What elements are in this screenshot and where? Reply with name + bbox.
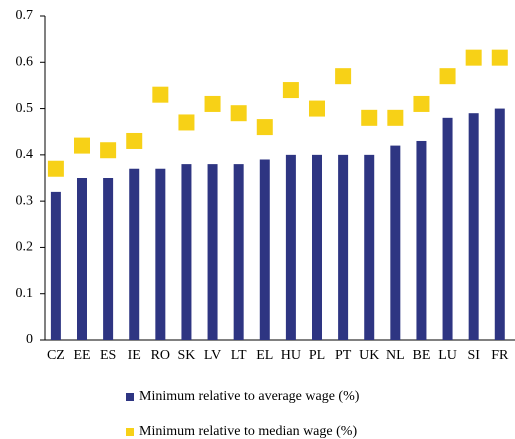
y-tick-label: 0.7: [16, 8, 34, 23]
bar: [442, 117, 453, 340]
square-marker: [152, 86, 169, 103]
y-tick-label: 0.1: [16, 286, 34, 301]
square-marker: [387, 109, 404, 126]
y-tick-label: 0.3: [16, 193, 34, 208]
square-marker: [100, 142, 117, 159]
bar: [364, 154, 375, 340]
y-tick-label: 0.4: [16, 147, 34, 162]
legend-swatch: [126, 428, 134, 436]
legend-swatch: [126, 393, 134, 401]
y-tick-label: 0.2: [16, 240, 34, 255]
square-marker: [361, 109, 378, 126]
bar: [77, 178, 87, 340]
bar: [103, 178, 114, 340]
square-marker: [413, 95, 430, 112]
square-marker: [491, 49, 508, 66]
square-marker: [204, 95, 221, 112]
bar: [50, 191, 61, 340]
x-tick-label: HU: [281, 348, 301, 363]
x-tick-label: PT: [335, 348, 352, 363]
bar: [207, 164, 218, 340]
square-marker: [465, 49, 482, 66]
bar: [285, 154, 296, 340]
x-tick-label: PL: [309, 348, 325, 363]
square-marker: [439, 68, 456, 85]
bar: [233, 164, 244, 340]
square-marker: [178, 114, 195, 131]
bar: [181, 164, 192, 340]
square-marker: [230, 105, 247, 122]
x-tick-label: RO: [151, 348, 170, 363]
bar: [416, 140, 427, 340]
x-tick-label: EL: [256, 348, 273, 363]
square-marker: [126, 132, 143, 149]
bar: [468, 113, 479, 340]
x-tick-label: LU: [438, 348, 457, 363]
y-tick-label: 0.5: [16, 101, 34, 116]
x-tick-label: FR: [491, 348, 509, 363]
x-tick-label: CZ: [47, 348, 65, 363]
bar: [259, 159, 270, 340]
bar: [338, 154, 349, 340]
bar: [494, 108, 505, 340]
x-tick-label: SK: [177, 348, 195, 363]
square-marker: [335, 68, 352, 85]
y-tick-label: 0.6: [16, 55, 34, 70]
x-tick-label: ES: [100, 348, 116, 363]
bar: [312, 154, 322, 340]
x-tick-label: SI: [467, 348, 480, 363]
x-tick-label: IE: [128, 348, 141, 363]
legend-label: Minimum relative to median wage (%): [139, 424, 357, 439]
square-marker: [309, 100, 325, 117]
x-tick-label: BE: [412, 348, 430, 363]
square-marker: [74, 137, 90, 154]
x-tick-label: NL: [386, 348, 405, 363]
bar: [390, 145, 401, 340]
square-marker: [47, 160, 64, 177]
legend-label: Minimum relative to average wage (%): [139, 389, 360, 404]
square-marker: [282, 82, 299, 99]
y-tick-label: 0: [26, 332, 33, 347]
x-tick-label: UK: [359, 348, 379, 363]
x-tick-label: EE: [73, 348, 90, 363]
square-marker: [256, 119, 273, 136]
bar: [155, 168, 166, 340]
x-tick-label: LV: [204, 348, 221, 363]
x-tick-label: LT: [231, 348, 247, 363]
bar: [129, 168, 140, 340]
